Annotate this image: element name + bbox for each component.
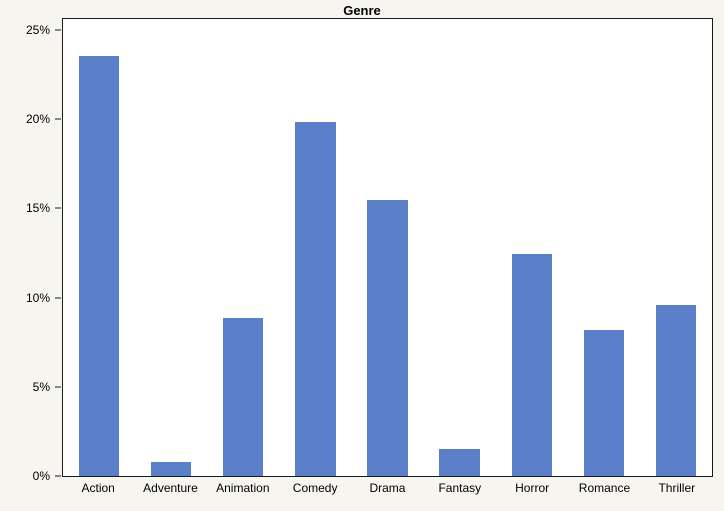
bar-animation[interactable] — [223, 317, 264, 476]
bar-romance[interactable] — [583, 330, 624, 476]
bar-slot — [279, 31, 351, 476]
bar-slot — [63, 31, 135, 476]
y-tick-label: 10% — [25, 290, 50, 305]
y-tick-mark — [55, 386, 61, 388]
bar-drama[interactable] — [367, 200, 408, 476]
x-tick-label: Fantasy — [438, 481, 482, 495]
x-axis-labels: Action Adventure Animation Comedy Drama Fanta… — [62, 481, 713, 495]
bar-thriller[interactable] — [655, 305, 697, 476]
y-tick-mark — [55, 475, 61, 477]
x-tick-label: Horror — [515, 481, 550, 495]
bar-slot — [135, 31, 207, 476]
bar-action[interactable] — [78, 55, 120, 476]
x-tick-label: Action — [81, 481, 115, 495]
bar-slot — [424, 31, 496, 476]
y-axis: 0% 5% 10% 15% 20% 25% — [0, 23, 62, 483]
bar-adventure[interactable] — [150, 461, 192, 476]
y-tick-mark — [55, 207, 61, 209]
x-tick-label: Drama — [369, 481, 406, 495]
bar-slot — [496, 31, 568, 476]
bars-row — [63, 31, 712, 476]
bar-comedy[interactable] — [295, 121, 336, 476]
bar-fantasy[interactable] — [439, 449, 480, 476]
y-tick-mark — [55, 297, 61, 299]
x-tick-label: Adventure — [143, 481, 198, 495]
y-tick-mark — [55, 29, 61, 31]
y-tick-mark — [55, 118, 61, 120]
y-tick-label: 25% — [25, 23, 50, 37]
bar-slot — [568, 31, 640, 476]
scale-area — [63, 31, 712, 476]
y-tick-label: 5% — [32, 379, 50, 394]
bar-horror[interactable] — [511, 253, 552, 476]
x-tick-label: Romance — [578, 481, 631, 495]
plot-area — [62, 18, 713, 477]
x-tick-label: Animation — [216, 481, 270, 495]
bar-slot — [640, 31, 712, 476]
y-tick-label: 20% — [25, 112, 50, 127]
x-tick-label: Comedy — [292, 481, 338, 495]
chart-title: Genre — [343, 3, 381, 18]
y-tick-label: 0% — [32, 469, 50, 483]
bar-slot — [207, 31, 279, 476]
x-tick-label: Thriller — [658, 481, 696, 495]
bar-slot — [351, 31, 423, 476]
y-tick-label: 15% — [25, 201, 50, 216]
